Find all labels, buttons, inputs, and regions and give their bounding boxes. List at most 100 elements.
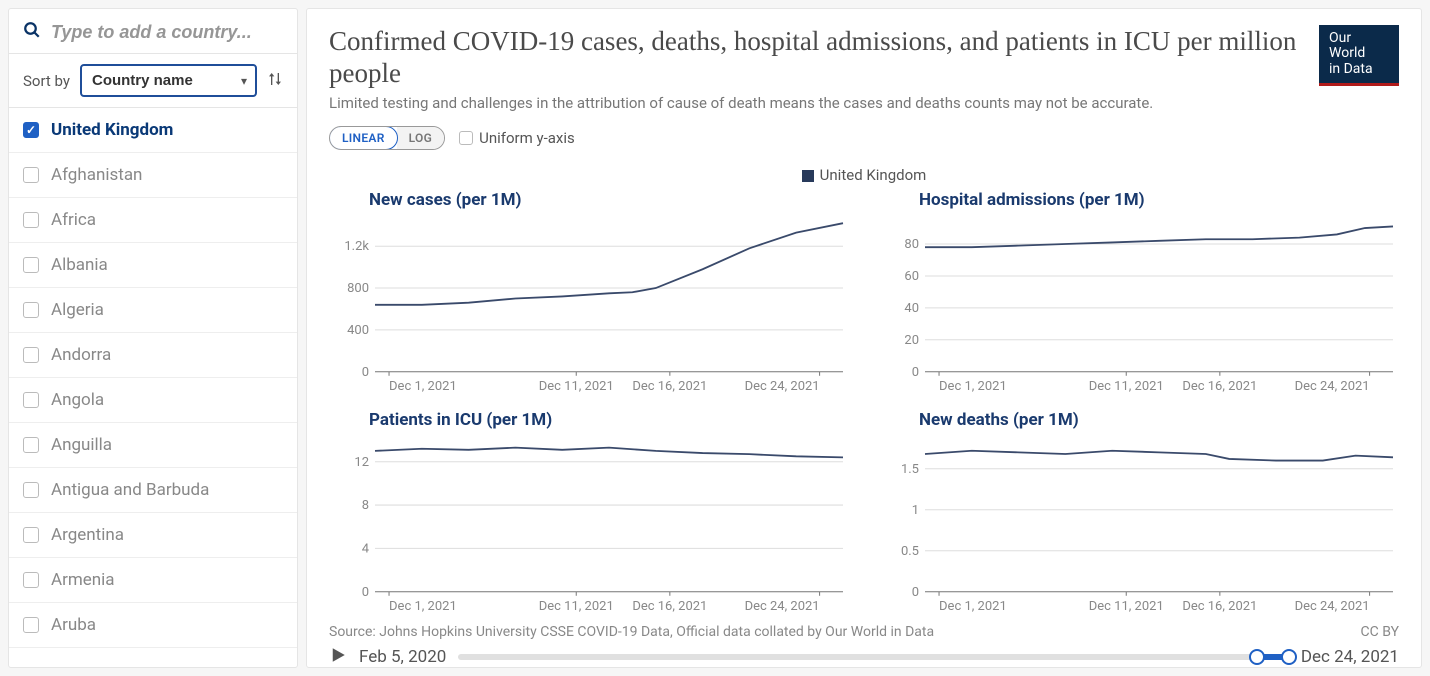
- timeline-start-label: Feb 5, 2020: [359, 647, 446, 667]
- timeline-handle-end[interactable]: [1281, 649, 1297, 665]
- search-icon: [23, 21, 41, 43]
- scale-linear-button[interactable]: LINEAR: [329, 126, 398, 150]
- country-label: Anguilla: [51, 435, 112, 455]
- panel-title: New deaths (per 1M): [919, 410, 1399, 430]
- country-item[interactable]: Antigua and Barbuda: [9, 468, 297, 513]
- svg-text:Dec 1, 2021: Dec 1, 2021: [939, 379, 1007, 394]
- checkbox-icon: [23, 212, 39, 228]
- country-item[interactable]: Afghanistan: [9, 153, 297, 198]
- svg-text:Dec 11, 2021: Dec 11, 2021: [539, 379, 614, 394]
- svg-text:Dec 24, 2021: Dec 24, 2021: [745, 599, 820, 614]
- uniform-y-axis-checkbox[interactable]: Uniform y-axis: [459, 129, 575, 147]
- country-item[interactable]: Angola: [9, 378, 297, 423]
- country-item[interactable]: Albania: [9, 243, 297, 288]
- svg-text:Dec 16, 2021: Dec 16, 2021: [632, 379, 707, 394]
- search-row: [9, 9, 297, 54]
- checkbox-icon: [23, 437, 39, 453]
- svg-text:1: 1: [912, 503, 919, 518]
- svg-text:20: 20: [904, 333, 919, 348]
- svg-text:Dec 1, 2021: Dec 1, 2021: [389, 599, 457, 614]
- license-text: CC BY: [1361, 624, 1399, 640]
- sort-direction-icon[interactable]: [267, 71, 283, 91]
- svg-text:Dec 11, 2021: Dec 11, 2021: [1089, 599, 1164, 614]
- checkbox-icon: [23, 527, 39, 543]
- country-label: Albania: [51, 255, 108, 275]
- country-item[interactable]: ✓United Kingdom: [9, 108, 297, 153]
- checkbox-icon: [23, 302, 39, 318]
- chart-panel: Patients in ICU (per 1M)04812Dec 1, 2021…: [329, 410, 849, 618]
- source-text: Source: Johns Hopkins University CSSE CO…: [329, 624, 934, 640]
- controls-row: LINEAR LOG Uniform y-axis: [329, 126, 1399, 150]
- timeline-row: Feb 5, 2020 Dec 24, 2021: [329, 646, 1399, 669]
- sort-select[interactable]: Country name: [80, 64, 257, 97]
- country-item[interactable]: Anguilla: [9, 423, 297, 468]
- checkbox-icon: ✓: [23, 122, 39, 138]
- country-label: Algeria: [51, 300, 104, 320]
- legend: United Kingdom: [329, 166, 1399, 184]
- chart-panel: Hospital admissions (per 1M)020406080Dec…: [879, 190, 1399, 398]
- svg-text:12: 12: [354, 454, 369, 469]
- play-icon[interactable]: [329, 646, 347, 669]
- chart-title: Confirmed COVID-19 cases, deaths, hospit…: [329, 25, 1303, 90]
- legend-swatch: [802, 170, 814, 182]
- timeline-end-label: Dec 24, 2021: [1301, 647, 1399, 667]
- svg-text:0: 0: [912, 364, 919, 379]
- country-label: Africa: [51, 210, 96, 230]
- svg-text:Dec 11, 2021: Dec 11, 2021: [539, 599, 614, 614]
- svg-text:Dec 11, 2021: Dec 11, 2021: [1089, 379, 1164, 394]
- country-item[interactable]: Algeria: [9, 288, 297, 333]
- svg-text:0: 0: [362, 584, 369, 599]
- panel-title: Patients in ICU (per 1M): [369, 410, 849, 430]
- country-label: Argentina: [51, 525, 124, 545]
- svg-text:1.2k: 1.2k: [344, 239, 369, 254]
- country-label: Angola: [51, 390, 104, 410]
- svg-text:0: 0: [362, 364, 369, 379]
- svg-text:800: 800: [347, 281, 369, 296]
- panel-title: New cases (per 1M): [369, 190, 849, 210]
- scale-log-button[interactable]: LOG: [397, 127, 444, 149]
- svg-text:60: 60: [904, 269, 919, 284]
- checkbox-icon: [459, 131, 473, 145]
- country-item[interactable]: Armenia: [9, 558, 297, 603]
- svg-text:0: 0: [912, 584, 919, 599]
- country-label: Aruba: [51, 615, 96, 635]
- country-sidebar: Sort by Country name ▾ ✓United KingdomAf…: [8, 8, 298, 668]
- source-row: Source: Johns Hopkins University CSSE CO…: [329, 624, 1399, 640]
- svg-text:Dec 1, 2021: Dec 1, 2021: [939, 599, 1007, 614]
- uniform-label: Uniform y-axis: [479, 129, 575, 147]
- owid-logo: Our World in Data: [1319, 25, 1399, 86]
- panel-title: Hospital admissions (per 1M): [919, 190, 1399, 210]
- checkbox-icon: [23, 617, 39, 633]
- chart-svg: 0 400 800 1.2k Dec 1, 2021 Dec 11, 2021 Dec 16…: [329, 214, 849, 396]
- country-item[interactable]: Argentina: [9, 513, 297, 558]
- timeline-track[interactable]: [458, 654, 1288, 660]
- svg-text:Dec 1, 2021: Dec 1, 2021: [389, 379, 457, 394]
- country-item[interactable]: Africa: [9, 198, 297, 243]
- country-item[interactable]: Aruba: [9, 603, 297, 648]
- scale-toggle: LINEAR LOG: [329, 126, 445, 150]
- svg-text:Dec 16, 2021: Dec 16, 2021: [1182, 599, 1257, 614]
- svg-text:Dec 24, 2021: Dec 24, 2021: [745, 379, 820, 394]
- svg-text:400: 400: [347, 323, 369, 338]
- chart-svg: 020406080Dec 1, 2021Dec 11, 2021Dec 16, …: [879, 214, 1399, 396]
- checkbox-icon: [23, 167, 39, 183]
- chart-panel: New deaths (per 1M)00.511.5Dec 1, 2021De…: [879, 410, 1399, 618]
- country-item[interactable]: Andorra: [9, 333, 297, 378]
- country-label: Andorra: [51, 345, 111, 365]
- svg-text:1.5: 1.5: [901, 462, 919, 477]
- logo-line2: in Data: [1329, 62, 1389, 77]
- svg-text:Dec 16, 2021: Dec 16, 2021: [1182, 379, 1257, 394]
- chart-svg: 04812Dec 1, 2021Dec 11, 2021Dec 16, 2021…: [329, 434, 849, 616]
- country-label: Armenia: [51, 570, 115, 590]
- sort-select-wrap: Country name ▾: [80, 64, 257, 97]
- country-search-input[interactable]: [51, 22, 293, 43]
- country-label: Antigua and Barbuda: [51, 480, 209, 500]
- timeline-handle-start[interactable]: [1249, 649, 1265, 665]
- country-list[interactable]: ✓United KingdomAfghanistan Africa Albania A…: [9, 107, 297, 667]
- svg-text:40: 40: [904, 301, 919, 316]
- checkbox-icon: [23, 257, 39, 273]
- sort-by-label: Sort by: [23, 72, 70, 90]
- svg-text:Dec 16, 2021: Dec 16, 2021: [632, 599, 707, 614]
- chart-svg: 00.511.5Dec 1, 2021Dec 11, 2021Dec 16, 2…: [879, 434, 1399, 616]
- checkbox-icon: [23, 392, 39, 408]
